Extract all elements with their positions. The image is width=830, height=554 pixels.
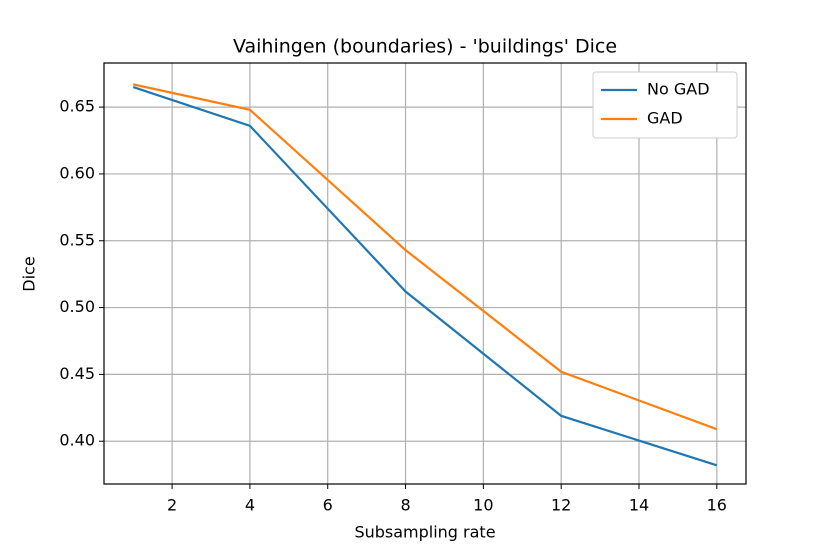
chart-title: Vaihingen (boundaries) - 'buildings' Dic… <box>233 36 617 58</box>
x-tick-label: 16 <box>707 496 727 515</box>
x-tick-label: 4 <box>245 496 255 515</box>
legend-label: GAD <box>647 109 683 128</box>
y-tick-label: 0.60 <box>59 163 95 182</box>
plot-frame <box>103 62 747 485</box>
legend-box <box>592 71 738 139</box>
x-tick-label: 12 <box>551 496 571 515</box>
y-tick-label: 0.50 <box>59 297 95 316</box>
y-axis-label: Dice <box>20 256 39 291</box>
y-tick-label: 0.65 <box>59 97 95 116</box>
x-tick-label: 10 <box>473 496 493 515</box>
x-tick-label: 6 <box>323 496 333 515</box>
line-series <box>132 86 718 467</box>
y-tick-label: 0.55 <box>59 230 95 249</box>
x-axis-label: Subsampling rate <box>354 523 495 542</box>
line-series <box>132 83 718 431</box>
x-tick-label: 2 <box>167 496 177 515</box>
legend-label: No GAD <box>647 80 710 99</box>
y-tick-label: 0.40 <box>59 431 95 450</box>
x-tick-label: 14 <box>629 496 649 515</box>
x-tick-label: 8 <box>400 496 410 515</box>
y-tick-label: 0.45 <box>59 364 95 383</box>
